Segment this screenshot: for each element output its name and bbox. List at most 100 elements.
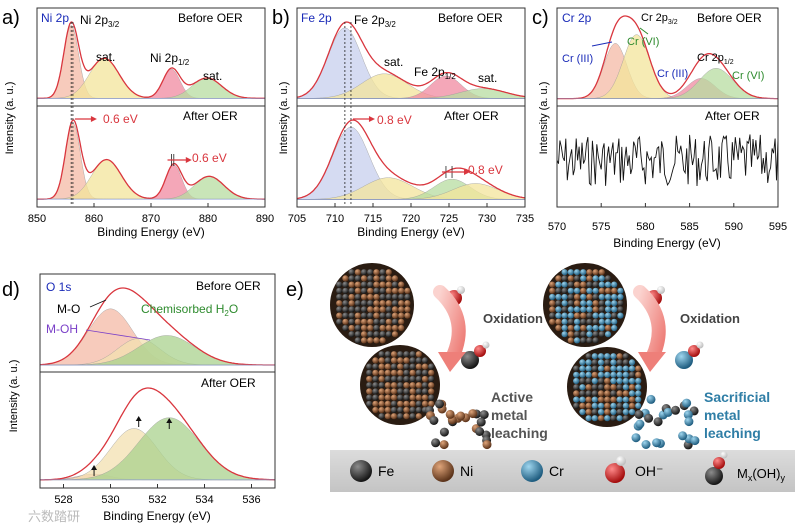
- legend-oh: OH⁻: [635, 463, 663, 479]
- sphere-right-top-atom: [549, 300, 556, 307]
- leach-right-ion: [634, 410, 644, 419]
- sphere-right-bottom-atom: [573, 365, 580, 372]
- sphere-right-top-atom: [561, 293, 568, 301]
- sphere-left-top-atom: [385, 331, 392, 338]
- sphere-right-bottom-atom: [610, 353, 617, 360]
- sphere-right-top-atom: [549, 287, 556, 294]
- sphere-left-bottom-atom: [421, 375, 429, 383]
- leach-right-ion: [690, 436, 700, 446]
- sphere-right-bottom-atom: [585, 408, 592, 416]
- sphere-left-bottom-atom: [415, 375, 422, 383]
- sphere-right-bottom-atom: [585, 396, 592, 403]
- envelope-b-after: [296, 119, 526, 200]
- sphere-left-bottom-atom: [378, 400, 385, 407]
- moh-right-m: [675, 351, 693, 369]
- sphere-right-top-atom: [617, 300, 624, 307]
- moh-left-o: [474, 345, 486, 357]
- sphere-left-top-atom: [354, 287, 361, 294]
- sphere-left-bottom-atom: [366, 400, 373, 407]
- sphere-left-bottom-atom: [403, 413, 410, 420]
- sphere-right-top-atom: [573, 331, 581, 338]
- panel-d: d) Intensity (a. u.) O 1s Before OER Aft…: [2, 273, 276, 523]
- sat2-a: sat.: [203, 69, 222, 83]
- sphere-left-bottom-atom: [403, 357, 410, 364]
- leach-left-ion: [431, 438, 441, 448]
- sphere-right-bottom-atom: [622, 365, 629, 372]
- sphere-right-top-atom: [580, 331, 587, 338]
- sphere-right-bottom-atom: [616, 402, 623, 409]
- legend-moh: Mx(OH)y: [737, 466, 786, 483]
- sphere-left-bottom-atom: [415, 382, 422, 389]
- legend-cr-ball: [521, 460, 543, 482]
- sphere-left-bottom-atom: [378, 413, 385, 420]
- sphere-right-top-atom: [586, 269, 593, 276]
- sphere-left-bottom-atom: [366, 363, 373, 370]
- sphere-right-top-atom: [567, 324, 574, 332]
- state-before-b: Before OER: [438, 11, 503, 25]
- sphere-right-bottom-atom: [585, 353, 592, 360]
- sphere-right-top-atom: [598, 324, 605, 332]
- sphere-left-top-atom: [398, 312, 405, 319]
- oxidation-arrow-right: [633, 285, 666, 365]
- sphere-left-top-atom: [367, 306, 374, 313]
- sphere-right-bottom-atom: [635, 365, 642, 372]
- sphere-right-top-atom: [598, 312, 605, 319]
- tick-label-a-2: 870: [142, 213, 160, 225]
- sphere-right-top-atom: [592, 312, 599, 319]
- sphere-right-top-atom: [567, 306, 574, 313]
- tick-label-b-0: 705: [288, 213, 306, 225]
- sphere-left-bottom-atom: [403, 375, 410, 383]
- sphere-right-top-atom: [555, 300, 562, 307]
- sphere-left-top-atom: [336, 318, 343, 325]
- sphere-right-top-atom: [598, 269, 605, 276]
- sphere-right-top-atom: [604, 287, 612, 294]
- oxidation-arrow-left: [433, 285, 466, 365]
- sphere-right-bottom-atom: [628, 371, 636, 378]
- moh-left-m: [461, 351, 479, 369]
- watermark: 六数踏研: [28, 509, 80, 524]
- sphere-right-top-atom: [555, 293, 562, 301]
- sphere-left-top-atom: [391, 318, 399, 325]
- sphere-left-bottom-atom: [409, 394, 416, 401]
- sphere-right-top-atom: [598, 318, 605, 325]
- peak2-a: Ni 2p1/2: [150, 51, 190, 67]
- sphere-left-top-atom: [360, 275, 368, 282]
- sphere-left-top-atom: [360, 306, 368, 313]
- legend-ni: Ni: [460, 463, 473, 479]
- sphere-right-top-atom: [567, 337, 574, 344]
- sphere-left-top-atom: [348, 312, 355, 319]
- sphere-left-bottom-atom: [378, 363, 385, 370]
- sphere-left-bottom-atom: [421, 357, 429, 364]
- sphere-right-top-atom: [580, 281, 587, 288]
- sphere-right-bottom-atom: [591, 359, 598, 366]
- sphere-right-bottom-atom: [591, 408, 598, 416]
- sphere-left-top-atom: [398, 324, 405, 332]
- sphere-left-bottom-atom: [409, 406, 416, 414]
- sphere-left-bottom-atom: [428, 375, 435, 383]
- sphere-left-bottom-atom: [397, 382, 404, 389]
- sphere-right-top-atom: [598, 306, 605, 313]
- shift-b: 0.8 eV: [377, 113, 412, 127]
- sphere-left-top-atom: [360, 293, 368, 301]
- sphere-left-bottom-atom: [366, 375, 373, 383]
- sphere-left-top-atom: [367, 324, 374, 332]
- tick-label-d-1: 530: [101, 494, 119, 506]
- sphere-right-bottom-atom: [585, 402, 592, 409]
- plot-c: [556, 15, 779, 187]
- sphere-left-top-atom: [336, 293, 343, 301]
- sphere-right-bottom-atom: [622, 415, 629, 422]
- envelope-b-before: [296, 21, 526, 98]
- leach-right-ion: [678, 431, 688, 441]
- sphere-left-top-atom: [379, 312, 386, 319]
- moh-right-o: [688, 345, 700, 357]
- sphere-right-top-atom: [604, 331, 612, 338]
- sphere-left-bottom-atom: [397, 369, 404, 376]
- sphere-left-top-atom: [354, 281, 361, 288]
- sphere-left-bottom-atom: [409, 375, 416, 383]
- cr6-arrow: [639, 27, 649, 35]
- sphere-left-top-atom: [373, 306, 380, 313]
- sphere-left-top-atom: [354, 318, 361, 325]
- sphere-right-top-atom: [573, 275, 581, 282]
- sphere-left-top-atom: [348, 275, 355, 282]
- sphere-right-bottom-atom: [628, 384, 636, 391]
